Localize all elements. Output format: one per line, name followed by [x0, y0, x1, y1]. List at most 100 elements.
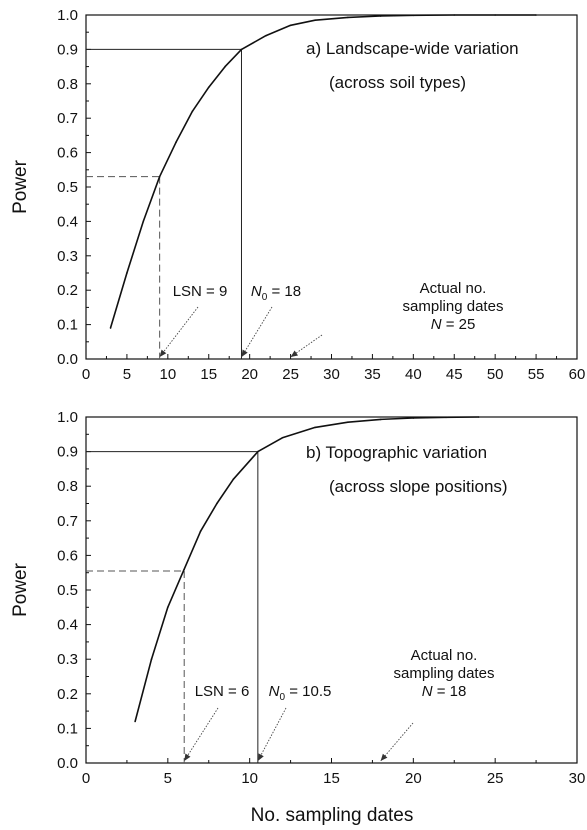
curve-point [281, 436, 284, 439]
annotation-lsn: LSN = 9 [173, 283, 228, 300]
y-tick-label: 0.1 [57, 317, 78, 334]
annotation-arrowhead [257, 753, 264, 761]
curve-point [134, 720, 136, 723]
annotation-arrowhead [184, 753, 191, 761]
curve-point [289, 24, 292, 27]
x-tick-label: 50 [487, 366, 504, 383]
plot-frame [85, 416, 578, 764]
x-tick-label: 30 [323, 366, 340, 383]
y-tick-label: 0.8 [57, 478, 78, 495]
annotation-lsn: LSN = 6 [195, 683, 250, 700]
curve-point [183, 568, 185, 571]
annotation-arrowhead [241, 349, 248, 357]
curve-point [167, 606, 169, 609]
curve-point [478, 416, 480, 418]
curve-point [240, 48, 243, 51]
x-tick-label: 45 [446, 366, 463, 383]
annotation-actual-n-line: sampling dates [394, 665, 495, 682]
curve-point [379, 418, 382, 421]
panel-sublabel: (across soil types) [329, 73, 466, 92]
annotation-arrowhead [290, 350, 299, 357]
x-tick-label: 5 [123, 366, 131, 383]
annotation-pointer [159, 306, 199, 358]
y-axis-title: Power [10, 562, 31, 617]
x-tick-label: 25 [282, 366, 299, 383]
curve-point [347, 421, 349, 423]
y-tick-label: 0.2 [57, 282, 78, 299]
y-tick-label: 0.9 [57, 41, 78, 58]
panel-a: 0.0 0.1 0.2 0.3 0.4 0.5 0.6 0.7 0.8 0.9 1.0 0 5 10 15 2… [10, 7, 585, 383]
curve-point [412, 417, 415, 419]
y-tick-label: 0.7 [57, 110, 78, 127]
curve-point [453, 14, 456, 16]
power-curve [109, 14, 537, 329]
curve-point [445, 416, 447, 419]
panel-b: 0.0 0.1 0.2 0.3 0.4 0.5 0.6 0.7 0.8 0.9 1.0 0 5 10 15 2… [10, 409, 585, 787]
y-tick-label: 0.5 [57, 179, 78, 196]
curve-point [535, 14, 537, 16]
annotation-actual-n-line: N = 25 [431, 316, 476, 333]
curve-point [257, 450, 259, 453]
x-tick-label: 0 [82, 366, 90, 383]
annotation-actual-n-line: Actual no. [411, 647, 478, 664]
curve-point [232, 478, 235, 481]
shared-x-axis-title: No. sampling dates [251, 805, 414, 826]
annotation-pointer [241, 306, 273, 358]
panel-label: a) Landscape-wide variation [306, 39, 519, 58]
y-tick-label: 0.4 [57, 617, 78, 634]
annotation-pointer [380, 722, 414, 762]
curve-point [158, 175, 161, 178]
annotation-pointer [183, 707, 219, 762]
y-tick-label: 0.0 [57, 351, 78, 368]
x-tick-label: 0 [82, 770, 90, 787]
y-tick-label: 0.9 [57, 444, 78, 461]
annotation-actual-n-line: N = 18 [422, 683, 467, 700]
curve-point [191, 110, 194, 113]
y-axis-title: Power [10, 159, 31, 214]
y-tick-label: 0.3 [57, 248, 78, 265]
x-tick-label: 30 [569, 770, 586, 787]
x-tick-label: 60 [569, 366, 586, 383]
curve-point [494, 14, 496, 16]
annotation-pointer [290, 334, 323, 358]
x-tick-label: 20 [405, 770, 422, 787]
y-tick-label: 1.0 [57, 7, 78, 24]
x-tick-label: 10 [241, 770, 258, 787]
curve-point [347, 16, 349, 19]
curve-point [109, 327, 112, 329]
curve-point [379, 15, 382, 17]
curve-point [412, 14, 415, 17]
curve-point [199, 530, 202, 532]
y-tick-label: 0.3 [57, 651, 78, 668]
x-tick-label: 5 [164, 770, 172, 787]
curve-point [207, 86, 210, 89]
curve-point [265, 34, 267, 37]
y-tick-label: 0.0 [57, 755, 78, 772]
y-tick-label: 0.4 [57, 213, 78, 230]
x-tick-label: 15 [323, 770, 340, 787]
x-tick-label: 35 [364, 366, 381, 383]
panel-sublabel: (across slope positions) [329, 477, 508, 496]
x-tick-label: 40 [405, 366, 422, 383]
y-tick-label: 1.0 [57, 409, 78, 426]
curve-point [224, 65, 226, 68]
y-tick-label: 0.8 [57, 76, 78, 93]
x-tick-label: 25 [487, 770, 504, 787]
y-tick-label: 0.6 [57, 547, 78, 564]
panel-label: b) Topographic variation [306, 443, 487, 462]
curve-point [175, 141, 177, 144]
annotation-actual-n-line: sampling dates [403, 298, 504, 315]
y-tick-label: 0.2 [57, 686, 78, 703]
y-tick-label: 0.6 [57, 145, 78, 162]
y-tick-label: 0.1 [57, 720, 78, 737]
curve-point [216, 502, 218, 505]
y-tick-label: 0.7 [57, 513, 78, 530]
annotation-arrowhead [159, 349, 167, 357]
curve-point [314, 426, 316, 429]
x-tick-label: 20 [241, 366, 258, 383]
curve-point [126, 272, 128, 274]
annotation-arrowhead [380, 753, 388, 761]
x-tick-label: 15 [200, 366, 217, 383]
y-tick-label: 0.5 [57, 582, 78, 599]
annotation-pointer [257, 707, 287, 762]
